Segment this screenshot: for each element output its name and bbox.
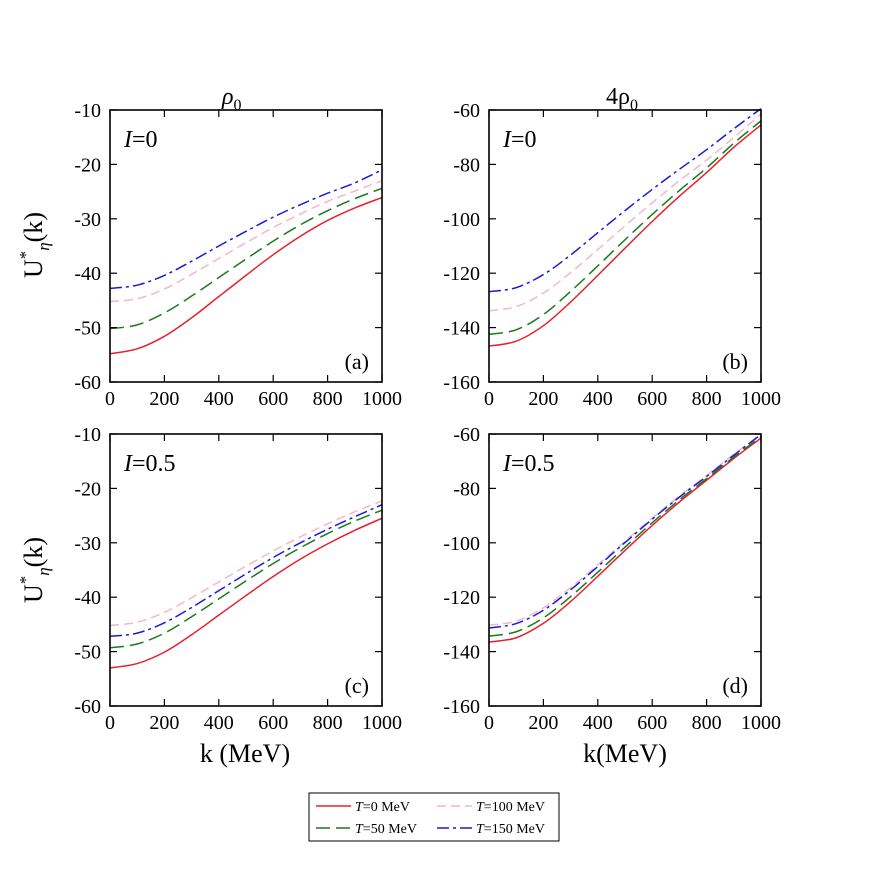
- legend-label-T100: T=100 MeV: [476, 800, 545, 815]
- isospin-label-a: I=0: [123, 127, 158, 153]
- y-tick-label-a--20: -20: [74, 154, 101, 176]
- series-line-a-T150: [109, 169, 383, 290]
- x-tick-label-d-800: 800: [692, 712, 722, 734]
- series-line-d-T150: [488, 433, 762, 629]
- x-tick-label-d-0: 0: [484, 712, 494, 734]
- series-line-a-T100: [109, 180, 383, 303]
- x-tick-label-b-200: 200: [528, 388, 558, 410]
- legend-label-T0: T=0 MeV: [355, 800, 410, 815]
- y-tick-label-b--60: -60: [453, 100, 480, 122]
- x-tick-label-c-0: 0: [105, 712, 115, 734]
- x-tick-label-b-0: 0: [484, 388, 494, 410]
- panel-tag-d: (d): [722, 673, 748, 698]
- series-line-b-T100: [488, 113, 762, 312]
- x-tick-label-a-600: 600: [258, 388, 288, 410]
- series-line-c-T0: [109, 517, 383, 669]
- y-axis-title-bottom: U*η(k): [16, 537, 53, 603]
- x-tick-label-c-200: 200: [149, 712, 179, 734]
- y-tick-label-d--80: -80: [453, 478, 480, 500]
- panel-b: 0 200 400 600 800 1000 -160 -140 -120 -100 -80 -60 I…: [443, 100, 781, 410]
- x-tick-label-a-800: 800: [313, 388, 343, 410]
- isospin-label-c: I=0.5: [123, 451, 176, 477]
- panel-tag-a: (a): [345, 349, 369, 374]
- y-tick-label-a--30: -30: [74, 209, 101, 231]
- x-tick-label-c-600: 600: [258, 712, 288, 734]
- series-line-d-T100: [488, 433, 762, 626]
- y-tick-label-d--140: -140: [443, 642, 480, 664]
- series-line-b-T0: [488, 124, 762, 347]
- y-tick-label-b--100: -100: [443, 209, 480, 231]
- plot-frame-a: [109, 109, 383, 383]
- y-tick-label-c--40: -40: [74, 587, 101, 609]
- x-tick-label-d-600: 600: [637, 712, 667, 734]
- column-title-left: ρ0: [221, 84, 242, 114]
- column-title-right: 4ρ0: [606, 84, 638, 114]
- y-axis-title-top: U*η(k): [16, 212, 53, 278]
- x-tick-label-c-800: 800: [313, 712, 343, 734]
- y-tick-label-b--140: -140: [443, 318, 480, 340]
- y-tick-label-a--10: -10: [74, 100, 101, 122]
- series-line-c-T150: [109, 504, 383, 638]
- legend-entry-T0: T=0 MeV: [316, 800, 410, 815]
- y-tick-label-b--80: -80: [453, 154, 480, 176]
- x-tick-label-c-1000: 1000: [362, 712, 402, 734]
- y-tick-label-a--60: -60: [74, 372, 101, 394]
- y-tick-label-a--40: -40: [74, 263, 101, 285]
- legend-entry-T50: T=50 MeV: [316, 822, 417, 837]
- plot-frame-d: [488, 433, 762, 707]
- x-tick-label-a-0: 0: [105, 388, 115, 410]
- y-tick-label-c--60: -60: [74, 696, 101, 718]
- x-tick-label-c-400: 400: [204, 712, 234, 734]
- x-tick-label-d-1000: 1000: [741, 712, 781, 734]
- legend-entry-T100: T=100 MeV: [437, 800, 545, 815]
- x-axis-title-right: k(MeV): [583, 739, 667, 768]
- y-tick-label-d--100: -100: [443, 533, 480, 555]
- isospin-label-b: I=0: [502, 127, 537, 153]
- y-tick-label-b--160: -160: [443, 372, 480, 394]
- panel-d: 0 200 400 600 800 1000 -160 -140 -120 -100 -80 -60 I…: [443, 424, 781, 734]
- series-line-d-T0: [488, 437, 762, 643]
- series-line-a-T50: [109, 187, 383, 330]
- series-line-a-T0: [109, 196, 383, 355]
- series-line-c-T50: [109, 509, 383, 649]
- y-tick-label-c--50: -50: [74, 642, 101, 664]
- series-line-b-T150: [488, 108, 762, 293]
- plot-frame-c: [109, 433, 383, 707]
- x-tick-label-b-600: 600: [637, 388, 667, 410]
- series-line-d-T50: [488, 436, 762, 637]
- x-tick-label-a-200: 200: [149, 388, 179, 410]
- x-axis-title-left: k (MeV): [200, 739, 290, 768]
- legend-entry-T150: T=150 MeV: [437, 822, 545, 837]
- legend: T=0 MeV T=100 MeV T=50 MeV T=150 MeV: [308, 792, 560, 842]
- y-tick-label-c--10: -10: [74, 424, 101, 446]
- panel-tag-c: (c): [345, 673, 369, 698]
- plot-frame-b: [488, 109, 762, 383]
- x-tick-label-a-400: 400: [204, 388, 234, 410]
- legend-box: [308, 792, 560, 842]
- y-tick-label-d--120: -120: [443, 587, 480, 609]
- x-tick-label-a-1000: 1000: [362, 388, 402, 410]
- x-tick-label-d-400: 400: [583, 712, 613, 734]
- x-tick-label-b-400: 400: [583, 388, 613, 410]
- y-tick-label-d--60: -60: [453, 424, 480, 446]
- legend-label-T150: T=150 MeV: [476, 822, 545, 837]
- series-line-c-T100: [109, 500, 383, 627]
- series-line-b-T50: [488, 120, 762, 336]
- y-tick-label-a--50: -50: [74, 318, 101, 340]
- isospin-label-d: I=0.5: [502, 451, 555, 477]
- x-tick-label-d-200: 200: [528, 712, 558, 734]
- x-tick-label-b-1000: 1000: [741, 388, 781, 410]
- y-tick-label-c--30: -30: [74, 533, 101, 555]
- legend-label-T50: T=50 MeV: [355, 822, 417, 837]
- y-tick-label-d--160: -160: [443, 696, 480, 718]
- panel-tag-b: (b): [722, 349, 748, 374]
- panel-c: 0 200 400 600 800 1000 -60 -50 -40 -30 -20 -10 I=0.5…: [74, 424, 402, 734]
- panel-a: 0 200 400 600 800 1000 -60 -50 -40 -30 -20 -10 I=0 (a…: [74, 100, 402, 410]
- y-tick-label-c--20: -20: [74, 478, 101, 500]
- y-tick-label-b--120: -120: [443, 263, 480, 285]
- x-tick-label-b-800: 800: [692, 388, 722, 410]
